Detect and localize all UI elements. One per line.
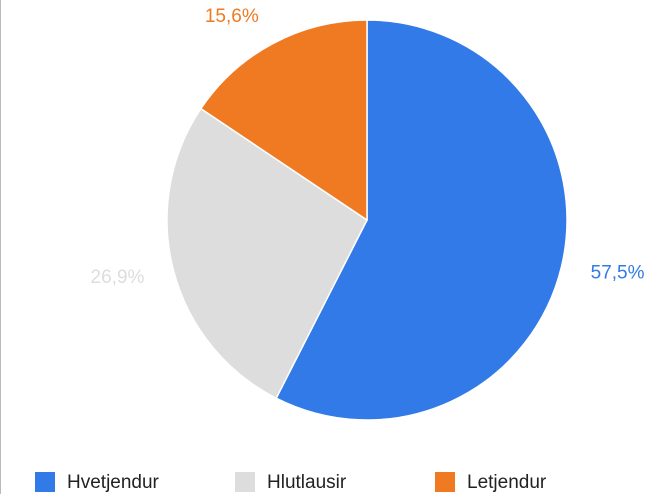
legend-label: Letjendur (467, 472, 547, 493)
slice-label: 26,9% (91, 267, 145, 288)
legend-label: Hvetjendur (67, 472, 160, 493)
pie-slice (166, 107, 368, 400)
legend-swatch (435, 472, 455, 492)
pie-slice (199, 19, 368, 222)
slice-label: 15,6% (205, 6, 259, 27)
legend-swatch (35, 472, 55, 492)
legend-label: Hlutlausir (267, 472, 347, 493)
pie-slice (275, 19, 568, 421)
legend-swatch (235, 472, 255, 492)
slice-label: 57,5% (591, 263, 645, 284)
